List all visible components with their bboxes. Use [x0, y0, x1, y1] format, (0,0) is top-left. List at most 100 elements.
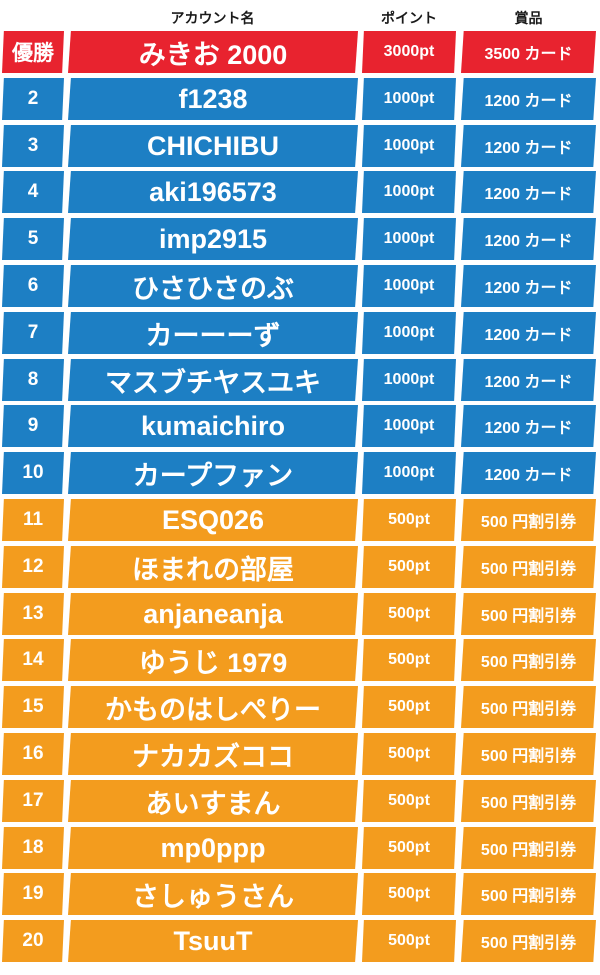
account-name-cell: ナカカズココ — [68, 733, 358, 775]
rank-cell: 13 — [2, 593, 64, 635]
table-row: 5 imp2915 1000pt 1200 カード — [0, 218, 600, 260]
account-name-cell: さしゅうさん — [68, 873, 358, 915]
table-row: 12 ほまれの部屋 500pt 500 円割引券 — [0, 546, 600, 588]
account-name-cell: CHICHIBU — [68, 125, 358, 167]
table-row: 優勝 みきお 2000 3000pt 3500 カード — [0, 31, 600, 73]
prize-cell: 500 円割引券 — [461, 499, 596, 541]
points-cell: 1000pt — [362, 405, 456, 447]
points-cell: 500pt — [362, 780, 456, 822]
prize-cell: 1200 カード — [461, 78, 596, 120]
rank-cell: 10 — [2, 452, 64, 494]
rank-cell: 4 — [2, 171, 64, 213]
account-name-cell: anjaneanja — [68, 593, 358, 635]
rank-cell: 14 — [2, 639, 64, 681]
points-cell: 1000pt — [362, 312, 456, 354]
account-name-cell: ESQ026 — [68, 499, 358, 541]
account-name-cell: あいすまん — [68, 780, 358, 822]
rank-cell: 5 — [2, 218, 64, 260]
points-cell: 1000pt — [362, 125, 456, 167]
prize-cell: 1200 カード — [461, 405, 596, 447]
rank-cell: 優勝 — [2, 31, 64, 73]
prize-cell: 500 円割引券 — [461, 593, 596, 635]
prize-cell: 500 円割引券 — [461, 733, 596, 775]
prize-cell: 1200 カード — [461, 359, 596, 401]
points-cell: 500pt — [362, 686, 456, 728]
rank-cell: 17 — [2, 780, 64, 822]
account-name-cell: ゆうじ 1979 — [68, 639, 358, 681]
account-name-cell: f1238 — [68, 78, 358, 120]
column-header-points: ポイント — [381, 10, 437, 26]
points-cell: 500pt — [362, 873, 456, 915]
table-row: 19 さしゅうさん 500pt 500 円割引券 — [0, 873, 600, 915]
table-row: 6 ひさひさのぶ 1000pt 1200 カード — [0, 265, 600, 307]
table-row: 18 mp0ppp 500pt 500 円割引券 — [0, 827, 600, 869]
prize-cell: 1200 カード — [461, 312, 596, 354]
rank-cell: 8 — [2, 359, 64, 401]
points-cell: 1000pt — [362, 78, 456, 120]
account-name-cell: カープファン — [68, 452, 358, 494]
table-row: 10 カープファン 1000pt 1200 カード — [0, 452, 600, 494]
table-row: 17 あいすまん 500pt 500 円割引券 — [0, 780, 600, 822]
table-row: 2 f1238 1000pt 1200 カード — [0, 78, 600, 120]
rank-cell: 15 — [2, 686, 64, 728]
rank-cell: 16 — [2, 733, 64, 775]
account-name-cell: かものはしぺりー — [68, 686, 358, 728]
points-cell: 1000pt — [362, 265, 456, 307]
prize-cell: 1200 カード — [461, 265, 596, 307]
table-row: 20 TsuuT 500pt 500 円割引券 — [0, 920, 600, 962]
table-row: 14 ゆうじ 1979 500pt 500 円割引券 — [0, 639, 600, 681]
prize-cell: 500 円割引券 — [461, 780, 596, 822]
rank-cell: 11 — [2, 499, 64, 541]
prize-cell: 500 円割引券 — [461, 920, 596, 962]
points-cell: 500pt — [362, 593, 456, 635]
table-row: 8 マスブチヤスユキ 1000pt 1200 カード — [0, 359, 600, 401]
table-row: 15 かものはしぺりー 500pt 500 円割引券 — [0, 686, 600, 728]
points-cell: 500pt — [362, 546, 456, 588]
points-cell: 1000pt — [362, 452, 456, 494]
account-name-cell: ひさひさのぶ — [68, 265, 358, 307]
prize-cell: 500 円割引券 — [461, 686, 596, 728]
prize-cell: 1200 カード — [461, 125, 596, 167]
rank-cell: 6 — [2, 265, 64, 307]
rank-cell: 3 — [2, 125, 64, 167]
prize-cell: 1200 カード — [461, 452, 596, 494]
points-cell: 1000pt — [362, 218, 456, 260]
points-cell: 500pt — [362, 920, 456, 962]
points-cell: 500pt — [362, 827, 456, 869]
account-name-cell: マスブチヤスユキ — [68, 359, 358, 401]
prize-cell: 1200 カード — [461, 171, 596, 213]
account-name-cell: TsuuT — [68, 920, 358, 962]
column-header-account: アカウント名 — [170, 10, 255, 26]
rank-cell: 18 — [2, 827, 64, 869]
rank-cell: 12 — [2, 546, 64, 588]
rank-cell: 20 — [2, 920, 64, 962]
points-cell: 500pt — [362, 733, 456, 775]
table-row: 11 ESQ026 500pt 500 円割引券 — [0, 499, 600, 541]
prize-cell: 1200 カード — [461, 218, 596, 260]
rank-cell: 7 — [2, 312, 64, 354]
points-cell: 500pt — [362, 639, 456, 681]
points-cell: 500pt — [362, 499, 456, 541]
prize-cell: 500 円割引券 — [461, 639, 596, 681]
table-row: 9 kumaichiro 1000pt 1200 カード — [0, 405, 600, 447]
table-row: 3 CHICHIBU 1000pt 1200 カード — [0, 125, 600, 167]
rank-cell: 9 — [2, 405, 64, 447]
points-cell: 1000pt — [362, 359, 456, 401]
points-cell: 1000pt — [362, 171, 456, 213]
rank-cell: 19 — [2, 873, 64, 915]
table-row: 4 aki196573 1000pt 1200 カード — [0, 171, 600, 213]
prize-cell: 500 円割引券 — [461, 546, 596, 588]
account-name-cell: aki196573 — [68, 171, 358, 213]
account-name-cell: みきお 2000 — [68, 31, 358, 73]
table-row: 13 anjaneanja 500pt 500 円割引券 — [0, 593, 600, 635]
table-row: 7 カーーーず 1000pt 1200 カード — [0, 312, 600, 354]
account-name-cell: kumaichiro — [68, 405, 358, 447]
account-name-cell: mp0ppp — [68, 827, 358, 869]
prize-cell: 500 円割引券 — [461, 873, 596, 915]
rank-cell: 2 — [2, 78, 64, 120]
points-cell: 3000pt — [362, 31, 456, 73]
account-name-cell: imp2915 — [68, 218, 358, 260]
column-header-prize: 賞品 — [514, 10, 543, 26]
table-row: 16 ナカカズココ 500pt 500 円割引券 — [0, 733, 600, 775]
account-name-cell: カーーーず — [68, 312, 358, 354]
